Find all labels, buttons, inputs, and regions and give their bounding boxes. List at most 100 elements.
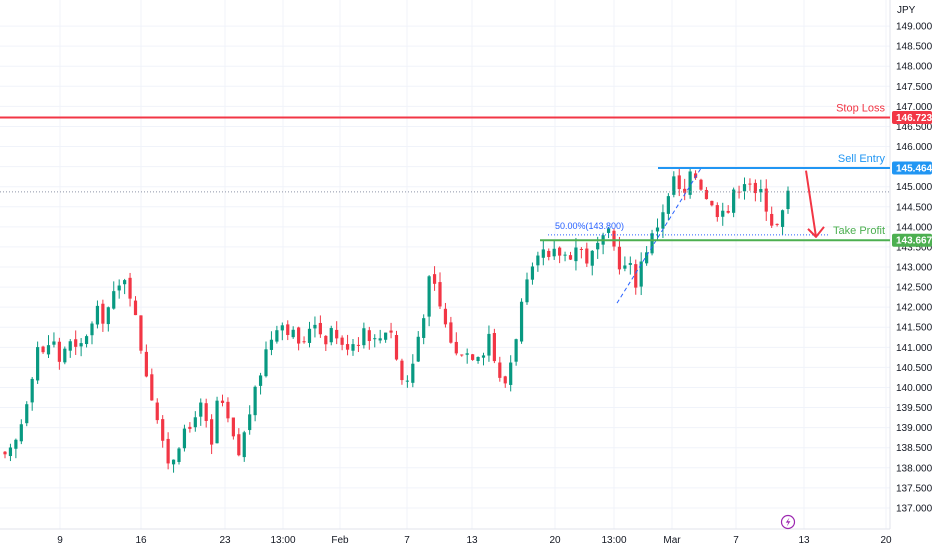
candle-body — [683, 188, 687, 193]
candle-body — [563, 254, 567, 256]
candle-body — [498, 362, 502, 378]
x-tick-label: 20 — [549, 535, 561, 546]
x-tick-label: Mar — [663, 535, 681, 546]
candle-body — [460, 354, 464, 356]
candle-body — [677, 175, 681, 190]
candle-body — [340, 337, 344, 345]
candle-body — [231, 417, 235, 437]
candle-body — [84, 336, 89, 345]
candle-body — [46, 345, 51, 355]
candle-body — [411, 363, 415, 383]
y-tick-label: 143.000 — [896, 263, 932, 274]
candle-body — [275, 330, 279, 342]
candle-body — [389, 330, 393, 333]
y-tick-label: 138.500 — [896, 443, 932, 454]
candle-body — [666, 196, 670, 214]
candle-body — [258, 375, 263, 386]
candle-body — [280, 325, 284, 331]
candle-body — [220, 400, 225, 403]
candle-body — [710, 200, 714, 206]
candle-body — [329, 328, 333, 343]
y-tick-label: 140.500 — [896, 363, 932, 374]
candle-body — [144, 351, 148, 377]
candle-body — [775, 223, 779, 225]
candle-body — [704, 189, 709, 200]
candle-body — [57, 341, 61, 362]
fib-level-label: 50.00%(143.800) — [555, 221, 624, 231]
candle-body — [112, 291, 116, 309]
candle-body — [661, 212, 665, 229]
candle-body — [171, 459, 176, 465]
candle-body — [547, 250, 551, 257]
candle-body — [123, 280, 127, 285]
candle-body — [655, 227, 660, 232]
candle-body — [166, 438, 170, 464]
grid-lines — [0, 0, 890, 529]
candle-body — [313, 324, 317, 329]
candle-body — [133, 300, 138, 316]
x-tick-label: 7 — [733, 535, 739, 546]
candle-body — [95, 305, 100, 325]
level-label: Sell Entry — [838, 153, 886, 165]
level-price-label: 143.667 — [896, 236, 932, 247]
candle-body — [492, 333, 496, 362]
level-label: Take Profit — [833, 225, 885, 237]
candle-body — [764, 188, 768, 212]
candle-body — [302, 341, 306, 343]
candle-body — [715, 205, 719, 218]
y-tick-label: 143.500 — [896, 242, 932, 253]
candle-body — [438, 282, 442, 307]
candle-body — [351, 344, 355, 351]
candle-body — [552, 248, 556, 257]
candle-body — [52, 341, 56, 345]
candle-body — [737, 191, 741, 193]
candle-body — [606, 228, 611, 233]
candle-body — [628, 263, 632, 265]
candle-body — [645, 252, 649, 264]
y-tick-label: 146.000 — [896, 142, 932, 153]
candle-body — [748, 183, 752, 185]
candle-body — [471, 354, 475, 360]
candle-body — [8, 447, 13, 457]
candle-body — [579, 248, 583, 250]
candle-body — [3, 451, 7, 455]
candle-body — [117, 285, 121, 291]
candle-body — [19, 424, 23, 442]
candle-body — [525, 279, 529, 303]
candle-body — [585, 248, 589, 264]
candle-body — [574, 247, 578, 262]
candle-body — [291, 329, 295, 338]
candle-body — [536, 255, 540, 266]
candle-body — [79, 343, 83, 347]
sell-arrow-head — [807, 226, 825, 238]
candle-body — [253, 386, 257, 416]
candle-body — [150, 374, 154, 401]
level-label: Stop Loss — [836, 103, 885, 115]
lightning-bolt-icon[interactable] — [780, 514, 796, 530]
candle-body — [14, 439, 18, 449]
candle-body — [770, 213, 774, 226]
candle-body — [226, 401, 230, 419]
candle-body — [373, 338, 377, 340]
candle-body — [394, 335, 399, 360]
candle-body — [688, 171, 692, 195]
y-tick-label: 139.000 — [896, 423, 932, 434]
y-tick-label: 138.000 — [896, 463, 932, 474]
candle-body — [90, 323, 94, 336]
candle-body — [753, 182, 757, 194]
candle-body — [541, 249, 545, 258]
x-tick-label: 23 — [219, 535, 231, 546]
y-tick-label: 141.000 — [896, 343, 932, 354]
candle-body — [106, 307, 110, 325]
candle-body — [177, 448, 181, 462]
candle-body — [324, 335, 328, 345]
time-axis[interactable]: 9 16 23 13:00 Feb 7 13 20 13:00 Mar 7 13 20 — [57, 535, 892, 546]
x-tick-label: 20 — [880, 535, 892, 546]
candle-body — [345, 344, 350, 350]
candle-body — [25, 404, 29, 424]
candle-body — [568, 255, 573, 260]
candle-body — [367, 330, 371, 342]
y-tick-label: 139.500 — [896, 403, 932, 414]
